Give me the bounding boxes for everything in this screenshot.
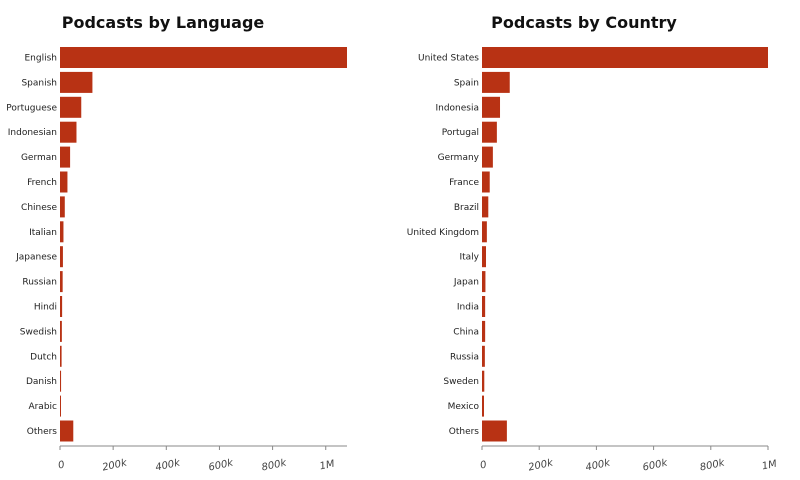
category-label: Arabic (28, 402, 57, 412)
category-label: Russia (450, 352, 479, 362)
bar-russia[interactable] (482, 345, 485, 367)
category-label: United Kingdom (407, 228, 479, 238)
bar-arabic[interactable] (60, 395, 61, 417)
bar-germany[interactable] (482, 146, 493, 168)
category-label: Italy (459, 253, 479, 263)
x-tick-label: 0 (57, 460, 66, 472)
category-label: Indonesian (8, 128, 57, 138)
x-tick-label: 600k (208, 457, 236, 473)
category-label: France (449, 178, 479, 188)
bar-china[interactable] (482, 320, 486, 342)
category-label: Dutch (30, 352, 57, 362)
category-label: Portugal (442, 128, 479, 138)
bar-chinese[interactable] (60, 196, 65, 218)
bar-mexico[interactable] (482, 395, 485, 417)
bar-russian[interactable] (60, 271, 63, 293)
bar-french[interactable] (60, 171, 68, 193)
category-label: Portuguese (6, 103, 57, 113)
x-tick-label: 400k (154, 457, 182, 473)
bar-others[interactable] (482, 420, 507, 442)
bar-dutch[interactable] (60, 345, 62, 367)
bar-indonesian[interactable] (60, 121, 77, 143)
bar-danish[interactable] (60, 370, 62, 392)
x-tick-label: 1M (319, 459, 336, 473)
category-label: Danish (26, 377, 57, 387)
bar-spain[interactable] (482, 71, 510, 93)
category-label: Germany (438, 153, 480, 163)
bar-spanish[interactable] (60, 71, 93, 93)
category-label: Mexico (448, 402, 480, 412)
country-chart: Podcasts by Country United States Spain In… (407, 13, 779, 474)
bar-portugal[interactable] (482, 121, 497, 143)
x-tick-label: 200k (101, 457, 129, 473)
category-label: Japanese (15, 253, 57, 263)
category-label: Chinese (21, 203, 57, 213)
category-label: Others (27, 427, 58, 437)
x-tick-label: 200k (527, 457, 555, 473)
bar-portuguese[interactable] (60, 96, 82, 118)
category-label: Spain (454, 78, 479, 88)
x-tick-label: 800k (261, 457, 289, 473)
bar-india[interactable] (482, 296, 486, 317)
bar-japanese[interactable] (60, 246, 63, 268)
bar-japan[interactable] (482, 271, 486, 293)
x-tick-label: 400k (585, 457, 613, 473)
category-label: Swedish (20, 327, 57, 337)
bar-others[interactable] (60, 420, 74, 442)
category-label: Others (449, 427, 480, 437)
category-label: English (25, 54, 58, 64)
x-tick-label: 0 (479, 460, 488, 472)
x-tick-label: 600k (642, 457, 670, 473)
bar-france[interactable] (482, 171, 490, 193)
bar-english[interactable] (60, 47, 347, 68)
category-label: Japan (453, 278, 479, 288)
bar-united-states[interactable] (482, 47, 768, 68)
category-label: Brazil (454, 203, 479, 213)
bar-german[interactable] (60, 146, 71, 168)
category-label: Hindi (34, 303, 57, 313)
chart-title: Podcasts by Country (491, 13, 677, 32)
bar-brazil[interactable] (482, 196, 489, 218)
category-label: Sweden (443, 377, 479, 387)
category-label: Indonesia (435, 103, 479, 113)
bar-sweden[interactable] (482, 370, 485, 392)
category-label: Italian (29, 228, 57, 238)
bar-swedish[interactable] (60, 320, 62, 342)
bar-united-kingdom[interactable] (482, 221, 487, 243)
category-label: Spanish (21, 78, 57, 88)
bar-italy[interactable] (482, 246, 487, 268)
chart-title: Podcasts by Language (62, 13, 265, 32)
bar-hindi[interactable] (60, 296, 63, 317)
x-tick-label: 800k (699, 457, 727, 473)
category-label: Russian (22, 278, 57, 288)
category-label: French (27, 178, 57, 188)
category-label: India (457, 303, 479, 313)
category-label: German (21, 153, 57, 163)
x-tick-label: 1M (761, 459, 778, 473)
bar-italian[interactable] (60, 221, 64, 243)
language-chart: Podcasts by Language English Spanish Portu… (6, 13, 347, 474)
category-label: China (453, 327, 479, 337)
bar-indonesia[interactable] (482, 96, 501, 118)
category-label: United States (418, 54, 479, 64)
